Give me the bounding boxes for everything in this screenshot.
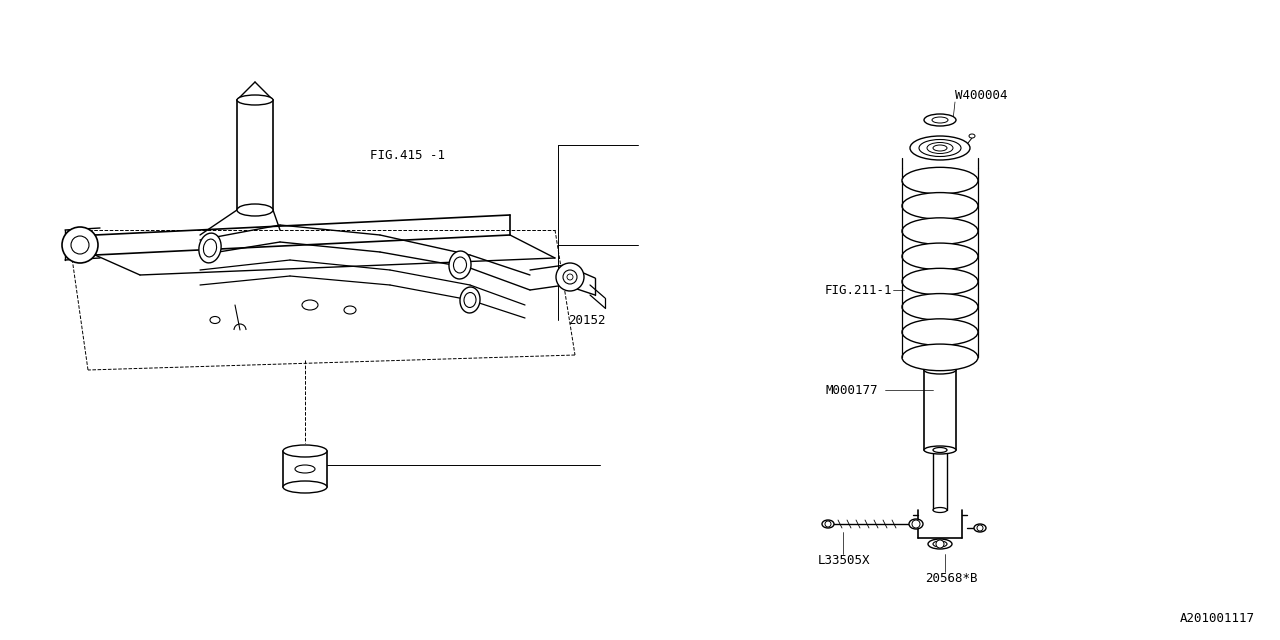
Ellipse shape [927,143,954,154]
Text: 20152: 20152 [568,314,605,326]
Ellipse shape [902,167,978,194]
Circle shape [563,270,577,284]
Ellipse shape [902,193,978,219]
Ellipse shape [909,519,923,529]
Ellipse shape [902,344,978,371]
Ellipse shape [902,268,978,295]
Text: W400004: W400004 [955,89,1007,102]
Text: FIG.415 -1: FIG.415 -1 [370,148,445,161]
Circle shape [913,520,920,528]
Ellipse shape [294,465,315,473]
Ellipse shape [463,292,476,307]
Ellipse shape [344,306,356,314]
Ellipse shape [902,294,978,320]
Ellipse shape [460,287,480,313]
Circle shape [567,274,573,280]
Text: A201001117: A201001117 [1180,612,1254,625]
Text: L33505X: L33505X [818,554,870,567]
Ellipse shape [974,524,986,532]
Ellipse shape [283,481,326,493]
Ellipse shape [822,520,835,528]
Circle shape [61,227,99,263]
Ellipse shape [969,134,975,138]
Ellipse shape [283,445,326,457]
Ellipse shape [933,508,947,513]
Ellipse shape [204,239,216,257]
Ellipse shape [933,541,947,547]
Ellipse shape [198,233,221,263]
Text: FIG.211-1: FIG.211-1 [826,284,892,296]
Ellipse shape [902,218,978,244]
Ellipse shape [902,243,978,269]
Circle shape [826,521,831,527]
Ellipse shape [928,539,952,549]
Ellipse shape [453,257,466,273]
Text: 20568*B: 20568*B [925,572,978,585]
Ellipse shape [924,446,956,454]
Ellipse shape [919,140,961,157]
Circle shape [977,525,983,531]
Circle shape [70,236,90,254]
Ellipse shape [933,447,947,452]
Ellipse shape [302,300,317,310]
Ellipse shape [237,95,273,105]
Ellipse shape [902,319,978,346]
Circle shape [936,540,945,548]
Ellipse shape [910,136,970,160]
Ellipse shape [933,145,947,151]
Text: M000177: M000177 [826,383,878,397]
Circle shape [556,263,584,291]
Ellipse shape [932,117,948,123]
Ellipse shape [449,251,471,279]
Ellipse shape [210,317,220,323]
Ellipse shape [924,114,956,126]
Ellipse shape [237,204,273,216]
Ellipse shape [924,366,956,374]
